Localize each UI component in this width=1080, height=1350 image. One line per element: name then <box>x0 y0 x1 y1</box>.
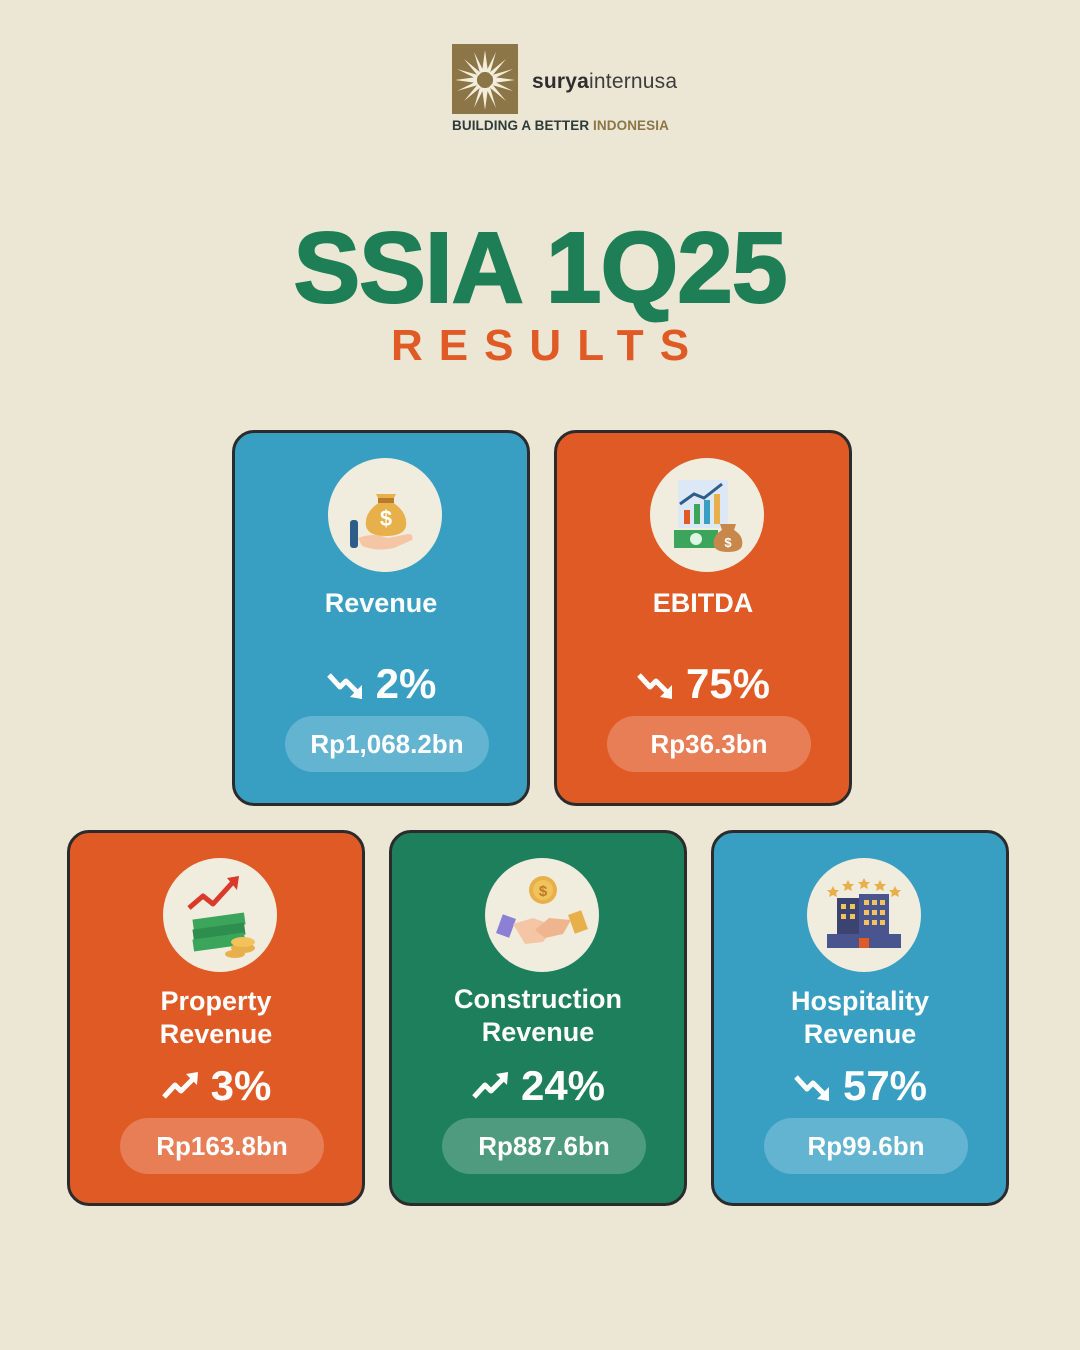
value-pill: Rp36.3bn <box>607 716 811 772</box>
change-value: 57% <box>842 1062 928 1109</box>
change-row: 3% <box>70 1063 362 1109</box>
money-bag-hand-icon: $ <box>328 458 442 572</box>
change-value: 24% <box>520 1062 606 1109</box>
card-property-revenue: Property Revenue 3% Rp163.8bn <box>67 830 365 1206</box>
value-pill: Rp887.6bn <box>442 1118 646 1174</box>
handshake-coin-icon: $ <box>485 858 599 972</box>
page-title: SSIA 1Q25 <box>292 212 788 324</box>
card-construction-revenue: $ Construction Revenue 24% Rp887.6bn <box>389 830 687 1206</box>
card-revenue: $ Revenue 2% Rp1,068.2bn <box>232 430 530 806</box>
growth-chart-money-icon: $ <box>650 458 764 572</box>
sun-burst-logo-icon <box>452 44 518 114</box>
value-pill: Rp1,068.2bn <box>285 716 489 772</box>
trend-down-icon <box>794 1075 829 1101</box>
brand-tagline: BUILDING A BETTER INDONESIA <box>452 118 669 133</box>
cash-stack-up-arrow-icon <box>163 858 277 972</box>
trend-up-icon <box>472 1072 508 1099</box>
change-value: 75% <box>685 660 771 707</box>
hotel-stars-icon <box>807 858 921 972</box>
change-row: 57% <box>714 1063 1006 1109</box>
card-label: Construction Revenue <box>454 984 622 1047</box>
trend-up-icon <box>161 1072 198 1099</box>
svg-text:$: $ <box>724 535 732 550</box>
card-label: EBITDA <box>652 588 754 618</box>
value-pill: Rp99.6bn <box>764 1118 968 1174</box>
change-row: 24% <box>392 1063 684 1109</box>
page-subtitle: RESULTS <box>390 321 706 370</box>
svg-text:$: $ <box>380 506 392 531</box>
brand-name: suryainternusa <box>532 70 678 93</box>
change-value: 3% <box>210 1062 272 1109</box>
change-row: 75% <box>557 661 849 707</box>
card-hospitality-revenue: Hospitality Revenue 57% Rp99.6bn <box>711 830 1009 1206</box>
change-row: 2% <box>235 661 527 707</box>
change-value: 2% <box>375 660 437 707</box>
svg-text:$: $ <box>539 883 548 900</box>
value-pill: Rp163.8bn <box>120 1118 324 1174</box>
card-label: Revenue <box>324 588 438 618</box>
trend-down-icon <box>637 673 672 699</box>
brand-logo: suryainternusa BUILDING A BETTER INDONES… <box>452 44 682 144</box>
trend-down-icon <box>326 673 362 699</box>
card-label: Hospitality Revenue <box>790 986 930 1049</box>
card-ebitda: $ EBITDA 75% Rp36.3bn <box>554 430 852 806</box>
card-label: Property Revenue <box>159 986 273 1049</box>
